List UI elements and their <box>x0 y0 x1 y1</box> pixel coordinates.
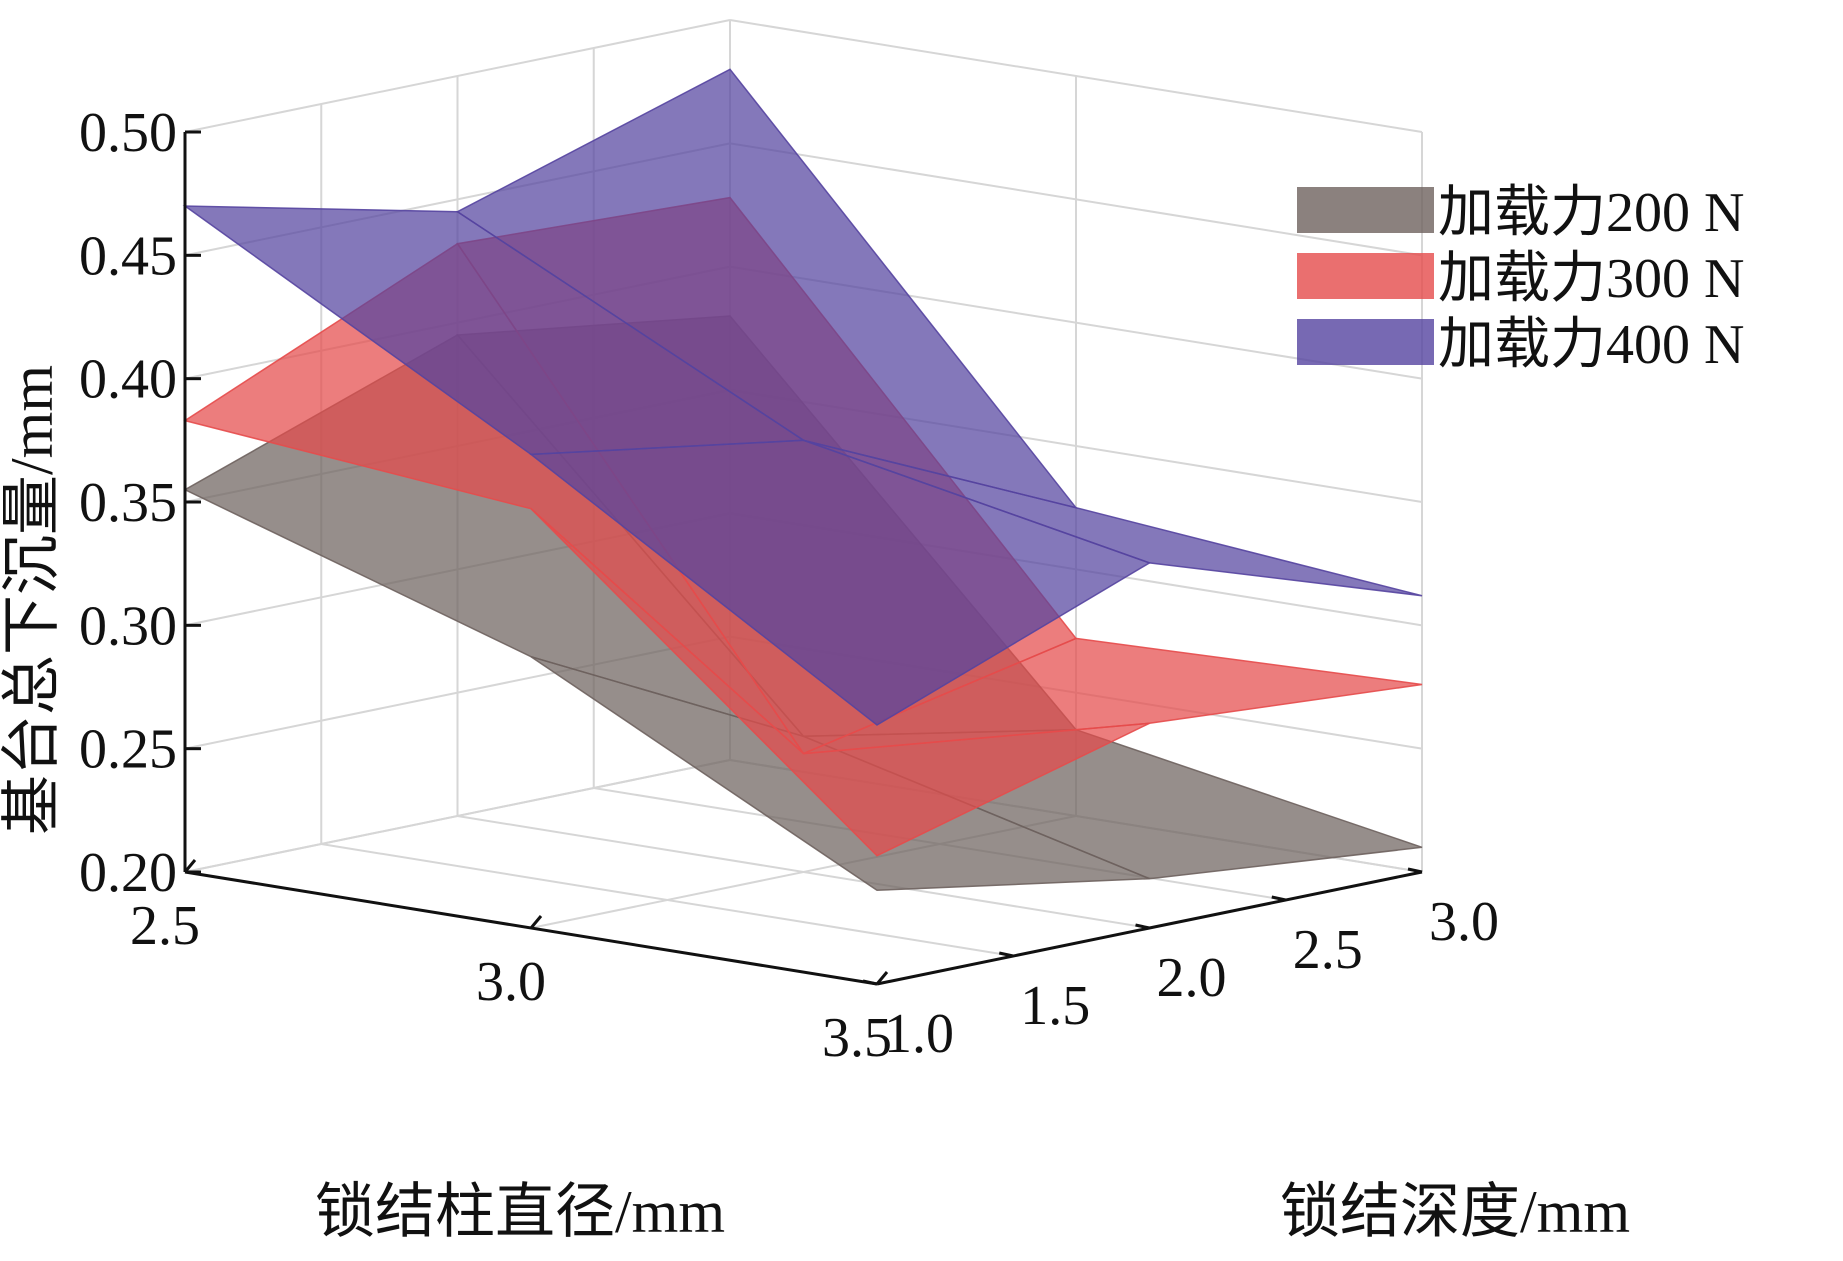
x-tick-label: 3.0 <box>476 951 546 1013</box>
z-tick-label: 0.30 <box>79 595 177 657</box>
y-tick <box>862 979 878 986</box>
tick-labels: 0.20 0.25 0.30 0.35 0.40 0.45 0.50 2.5 3.0 3.51.0… <box>79 102 1499 1069</box>
z-tick-label: 0.40 <box>79 349 177 411</box>
legend-swatch <box>1297 253 1434 299</box>
y-tick-label: 1.5 <box>1020 975 1090 1037</box>
legend-label: 加载力400 N <box>1438 314 1744 376</box>
y-tick-label: 2.5 <box>1293 919 1363 981</box>
y-tick <box>1407 867 1423 874</box>
x-tick-label: 3.5 <box>822 1007 892 1069</box>
z-tick-label: 0.25 <box>79 719 177 781</box>
surface-patch <box>803 439 1423 597</box>
x-tick <box>529 915 543 929</box>
z-tick-label: 0.50 <box>79 102 177 164</box>
legend-swatch <box>1297 187 1434 233</box>
z-axis-label: 基台总下沉量/mm <box>0 365 65 835</box>
x-tick <box>183 859 197 873</box>
y-tick-label: 2.0 <box>1157 947 1227 1009</box>
z-tick-label: 0.45 <box>79 225 177 287</box>
y-tick <box>1135 923 1150 930</box>
x-tick <box>875 971 889 985</box>
y-tick <box>1271 895 1287 902</box>
z-tick-label: 0.35 <box>79 472 177 534</box>
x-axis-label: 锁结柱直径/mm <box>315 1179 725 1245</box>
legend-label: 加载力200 N <box>1438 182 1744 244</box>
y-tick-label: 1.0 <box>884 1003 954 1065</box>
z-tick-label: 0.20 <box>79 842 177 904</box>
y-tick-label: 3.0 <box>1429 891 1499 953</box>
y-tick <box>998 951 1014 958</box>
legend-swatch <box>1297 319 1434 365</box>
surface-patch <box>803 637 1423 755</box>
y-axis-label: 锁结深度/mm <box>1280 1179 1630 1245</box>
surface-series-3 <box>182 68 1423 726</box>
legend-label: 加载力300 N <box>1438 248 1744 310</box>
gridline-x-floor <box>184 759 731 873</box>
surfaces <box>182 68 1423 892</box>
x-tick-label: 2.5 <box>130 895 200 957</box>
